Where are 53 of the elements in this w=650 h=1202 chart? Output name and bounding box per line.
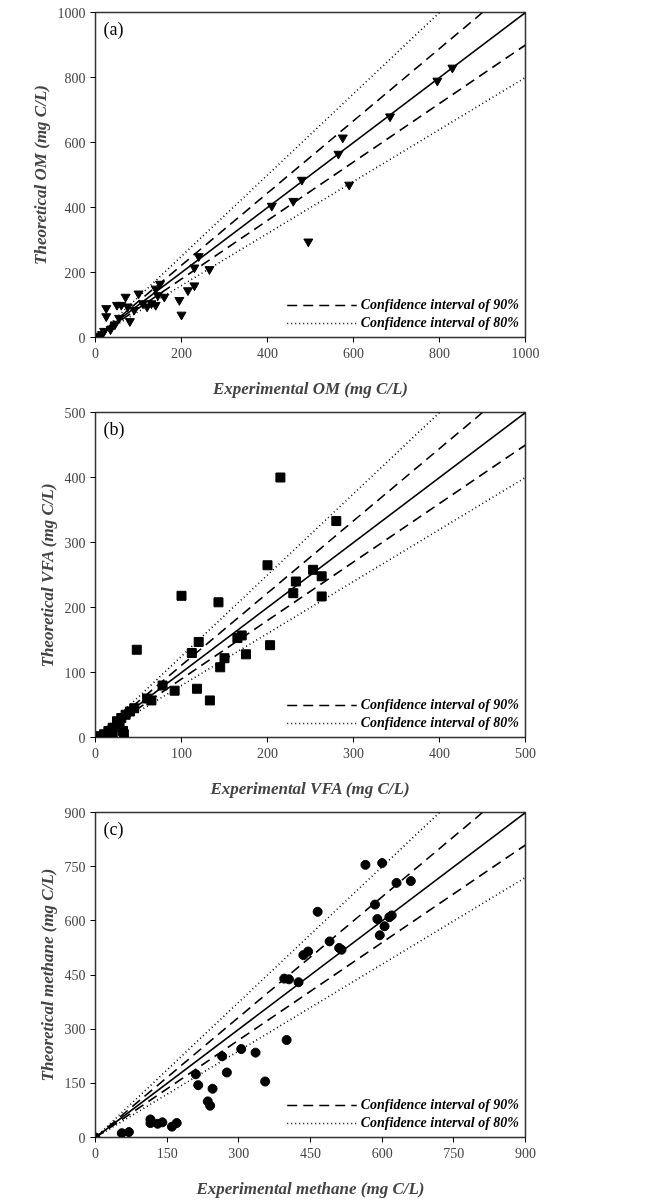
- y-tick-label: 600: [64, 913, 86, 929]
- y-tick-label: 0: [78, 730, 86, 746]
- y-tick-label: 500: [64, 405, 86, 421]
- legend-label: Confidence interval of 80%: [360, 715, 519, 731]
- x-tick-label: 1000: [511, 345, 540, 361]
- x-tick-label: 400: [257, 345, 278, 361]
- y-axis-title: Theoretical VFA (mg C/L): [37, 483, 57, 668]
- y-tick-label: 200: [64, 600, 86, 616]
- y-tick-label: 1000: [57, 5, 86, 21]
- x-tick-label: 0: [92, 745, 99, 761]
- x-tick-label: 200: [171, 345, 192, 361]
- y-tick-label: 900: [64, 805, 86, 821]
- y-tick-label: 400: [64, 470, 86, 486]
- x-tick-label: 150: [156, 1145, 178, 1161]
- x-axis-title: Experimental methane (mg C/L): [195, 1178, 425, 1198]
- y-tick-label: 200: [64, 265, 86, 281]
- y-tick-label: 0: [78, 330, 86, 346]
- x-tick-label: 600: [343, 345, 364, 361]
- x-tick-label: 900: [515, 1145, 536, 1161]
- y-tick-label: 400: [64, 200, 86, 216]
- x-tick-label: 300: [343, 745, 364, 761]
- x-tick-label: 400: [429, 745, 450, 761]
- x-axis-title: Experimental VFA (mg C/L): [209, 778, 410, 798]
- x-axis-title: Experimental OM (mg C/L): [211, 378, 409, 398]
- x-tick-label: 0: [92, 345, 99, 361]
- legend-label: Confidence interval of 90%: [360, 297, 519, 313]
- legend-label: Confidence interval of 80%: [360, 1115, 519, 1131]
- x-tick-label: 600: [371, 1145, 393, 1161]
- legend-label: Confidence interval of 90%: [360, 697, 519, 713]
- x-tick-label: 0: [92, 1145, 99, 1161]
- legend-label: Confidence interval of 80%: [360, 315, 519, 331]
- y-tick-label: 600: [64, 135, 86, 151]
- y-tick-label: 750: [64, 859, 86, 875]
- y-axis-title: Theoretical methane (mg C/L): [37, 868, 57, 1082]
- annotation: (a): [103, 18, 124, 40]
- x-tick-label: 200: [257, 745, 278, 761]
- legend-label: Confidence interval of 90%: [360, 1097, 519, 1113]
- y-tick-label: 150: [64, 1076, 86, 1092]
- annotation: (c): [103, 818, 124, 840]
- x-tick-label: 450: [300, 1145, 321, 1161]
- x-tick-label: 100: [171, 745, 192, 761]
- y-tick-label: 0: [78, 1130, 86, 1146]
- y-tick-label: 300: [64, 535, 86, 551]
- y-tick-label: 300: [64, 1022, 86, 1038]
- x-tick-label: 500: [515, 745, 536, 761]
- x-tick-label: 750: [443, 1145, 465, 1161]
- y-tick-label: 450: [64, 968, 86, 983]
- y-axis-title: Theoretical OM (mg C/L): [30, 85, 50, 265]
- x-tick-label: 800: [429, 345, 450, 361]
- y-tick-label: 100: [64, 665, 86, 681]
- x-tick-label: 300: [228, 1145, 250, 1161]
- annotation: (b): [103, 418, 125, 440]
- y-tick-label: 800: [64, 70, 86, 86]
